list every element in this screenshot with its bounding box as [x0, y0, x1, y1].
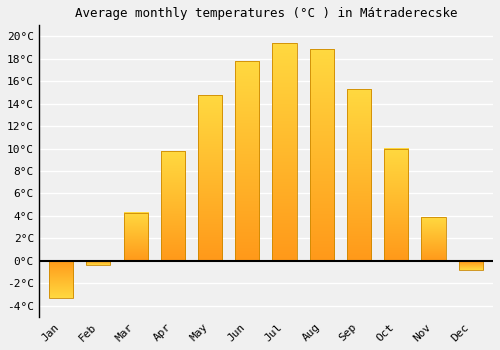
- Bar: [384, 149, 408, 261]
- Bar: [458, 261, 483, 270]
- Bar: [124, 212, 148, 261]
- Bar: [160, 151, 185, 261]
- Title: Average monthly temperatures (°C ) in Mátraderecske: Average monthly temperatures (°C ) in Má…: [74, 7, 457, 20]
- Bar: [198, 95, 222, 261]
- Bar: [310, 49, 334, 261]
- Bar: [272, 43, 296, 261]
- Bar: [347, 89, 371, 261]
- Bar: [49, 261, 73, 298]
- Bar: [422, 217, 446, 261]
- Bar: [86, 261, 110, 265]
- Bar: [235, 61, 260, 261]
